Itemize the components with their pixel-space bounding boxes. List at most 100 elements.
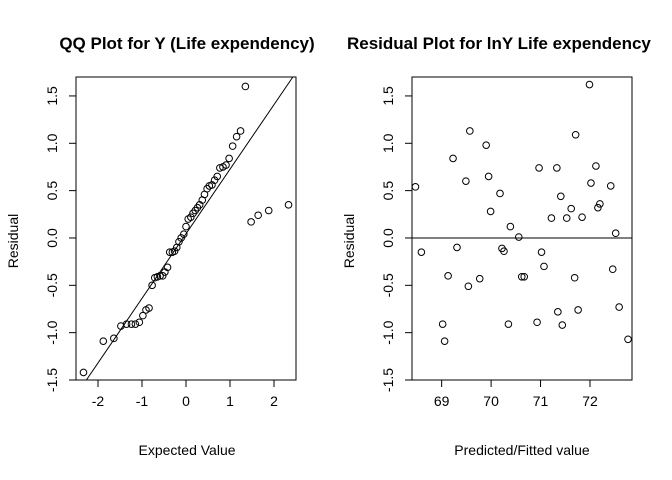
data-point [574, 306, 582, 314]
data-point [453, 243, 461, 252]
x-tick-label: 70 [483, 393, 499, 409]
data-point [557, 192, 565, 201]
x-tick-label: 2 [270, 393, 278, 409]
x-tick-label: 71 [533, 393, 549, 409]
data-point [608, 265, 617, 274]
data-point [506, 222, 515, 231]
data-point [135, 318, 144, 327]
data-point [228, 142, 237, 150]
data-point [482, 141, 490, 149]
qq-plot-points [79, 82, 293, 377]
y-tick-label: 1.5 [380, 86, 396, 106]
qq-plot-x-axis: -2 -1 0 1 2 [92, 379, 278, 409]
residual-plot-title: Residual Plot for lnY Life expendency [347, 34, 651, 53]
data-point [241, 82, 250, 91]
data-point [139, 311, 147, 320]
data-point [417, 248, 426, 256]
data-point [180, 230, 188, 238]
data-point [585, 80, 594, 89]
data-point [567, 204, 575, 213]
data-point [475, 274, 484, 283]
qq-plot-y-axis: -1.5 -1.0 -0.5 0.0 0.5 1.0 1.5 [44, 86, 77, 392]
data-point [504, 320, 513, 328]
data-point [540, 262, 548, 271]
data-point [547, 214, 556, 222]
x-tick-label: 0 [182, 393, 190, 409]
data-point [131, 320, 140, 328]
data-point [158, 272, 167, 280]
data-point [553, 164, 561, 172]
data-point [514, 233, 523, 241]
y-tick-label: -0.5 [44, 273, 60, 297]
data-point [500, 247, 508, 256]
data-point [182, 222, 190, 231]
x-tick-label: 72 [582, 393, 598, 409]
data-point [222, 161, 230, 169]
data-point [163, 263, 172, 272]
data-point [484, 172, 493, 181]
y-tick-label: 1.0 [44, 133, 60, 153]
data-point [284, 201, 293, 209]
data-point [466, 127, 474, 135]
qq-plot-panel: QQ Plot for Y (Life expendency) Expected… [5, 34, 315, 458]
data-point [486, 207, 495, 216]
data-point [165, 248, 174, 256]
data-point [615, 303, 623, 311]
x-tick-label: -2 [92, 393, 105, 409]
residual-plot-panel: Residual Plot for lnY Life expendency Pr… [341, 34, 651, 458]
qq-plot-xlabel: Expected Value [138, 442, 235, 458]
data-point [624, 335, 632, 344]
residual-plot-xlabel: Predicted/Fitted value [454, 442, 590, 458]
data-point [562, 214, 571, 222]
data-point [213, 172, 222, 181]
data-point [611, 229, 620, 238]
data-point [592, 162, 600, 170]
data-point [177, 234, 185, 242]
data-point [578, 213, 586, 221]
y-tick-label: 0.0 [380, 228, 396, 248]
y-tick-label: 0.5 [380, 181, 396, 201]
data-point [533, 318, 541, 327]
residual-plot-y-axis: -1.5 -1.0 -0.5 0.0 0.5 1.0 1.5 [380, 86, 413, 392]
data-point [587, 179, 595, 187]
y-tick-label: -1.5 [44, 368, 60, 392]
data-point [438, 320, 447, 328]
data-point [175, 237, 183, 246]
data-point [110, 334, 118, 343]
data-point [187, 213, 195, 221]
data-point [216, 164, 224, 172]
data-point [264, 206, 273, 215]
residual-plot-points [411, 80, 632, 345]
data-point [156, 272, 164, 280]
data-point [254, 211, 262, 220]
data-point [145, 304, 153, 312]
qq-plot-ylabel: Residual [5, 214, 21, 268]
x-tick-label: 1 [226, 393, 234, 409]
data-point [535, 164, 543, 172]
residual-plot-x-axis: 69 70 71 72 [434, 379, 598, 409]
data-point [571, 130, 580, 139]
x-tick-label: -1 [136, 393, 149, 409]
qq-plot-frame [75, 76, 297, 381]
y-tick-label: -1.0 [44, 320, 60, 344]
y-tick-label: -1.0 [380, 320, 396, 344]
data-point [554, 308, 562, 316]
data-point [570, 273, 579, 282]
data-point [449, 154, 457, 163]
qq-plot-reference-line [85, 76, 294, 381]
data-point [122, 320, 131, 328]
y-tick-label: 0.0 [44, 228, 60, 248]
data-point [594, 203, 602, 212]
data-point [558, 321, 567, 329]
data-point [170, 247, 179, 256]
data-point [411, 183, 420, 191]
data-point [99, 337, 108, 345]
data-point [232, 132, 241, 141]
data-point [440, 337, 449, 345]
data-point [225, 154, 233, 163]
data-point [517, 272, 526, 281]
reference-line [85, 76, 294, 381]
y-tick-label: 1.5 [44, 86, 60, 106]
x-tick-label: 69 [434, 393, 450, 409]
